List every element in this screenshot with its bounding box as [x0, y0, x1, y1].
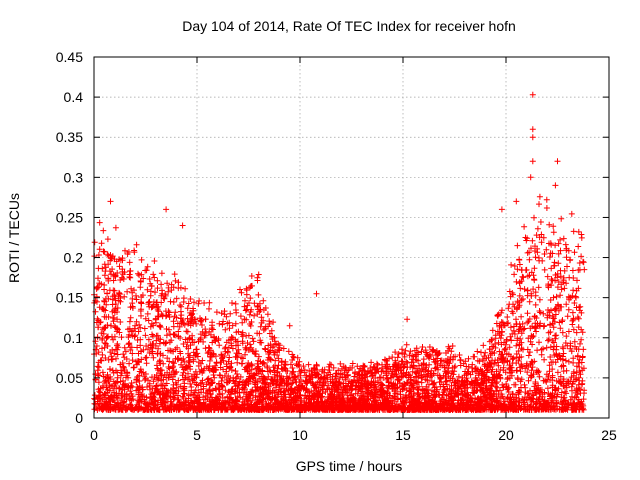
y-tick-label: 0.15 [56, 290, 83, 306]
grid-lines [94, 57, 609, 418]
x-axis-label: GPS time / hours [296, 458, 403, 474]
x-tick-label: 20 [498, 427, 514, 443]
y-tick-label: 0.1 [64, 330, 84, 346]
x-tick-label: 0 [90, 427, 98, 443]
plot-frame [93, 56, 610, 419]
y-tick-label: 0.4 [64, 89, 84, 105]
y-tick-label: 0.25 [56, 209, 83, 225]
y-tick-label: 0.35 [56, 129, 83, 145]
y-axis-label: ROTI / TECUs [6, 193, 22, 283]
x-tick-label: 25 [601, 427, 617, 443]
chart-title: Day 104 of 2014, Rate Of TEC Index for r… [182, 18, 516, 34]
y-tick-label: 0.3 [64, 169, 84, 185]
x-tick-label: 15 [395, 427, 411, 443]
scatter-markers [91, 91, 588, 413]
x-tick-label: 10 [292, 427, 308, 443]
y-tick-label: 0.05 [56, 370, 83, 386]
x-tick-labels: 0 5 10 15 20 25 [90, 427, 617, 443]
y-tick-label: 0.45 [56, 49, 83, 65]
x-tick-label: 5 [193, 427, 201, 443]
y-tick-label: 0.2 [64, 250, 84, 266]
data-points [91, 91, 588, 413]
axis-ticks [93, 56, 610, 419]
y-tick-label: 0 [75, 410, 83, 426]
y-tick-labels: 0 0.05 0.1 0.15 0.2 0.25 0.3 0.35 0.4 0.45 [56, 49, 83, 426]
